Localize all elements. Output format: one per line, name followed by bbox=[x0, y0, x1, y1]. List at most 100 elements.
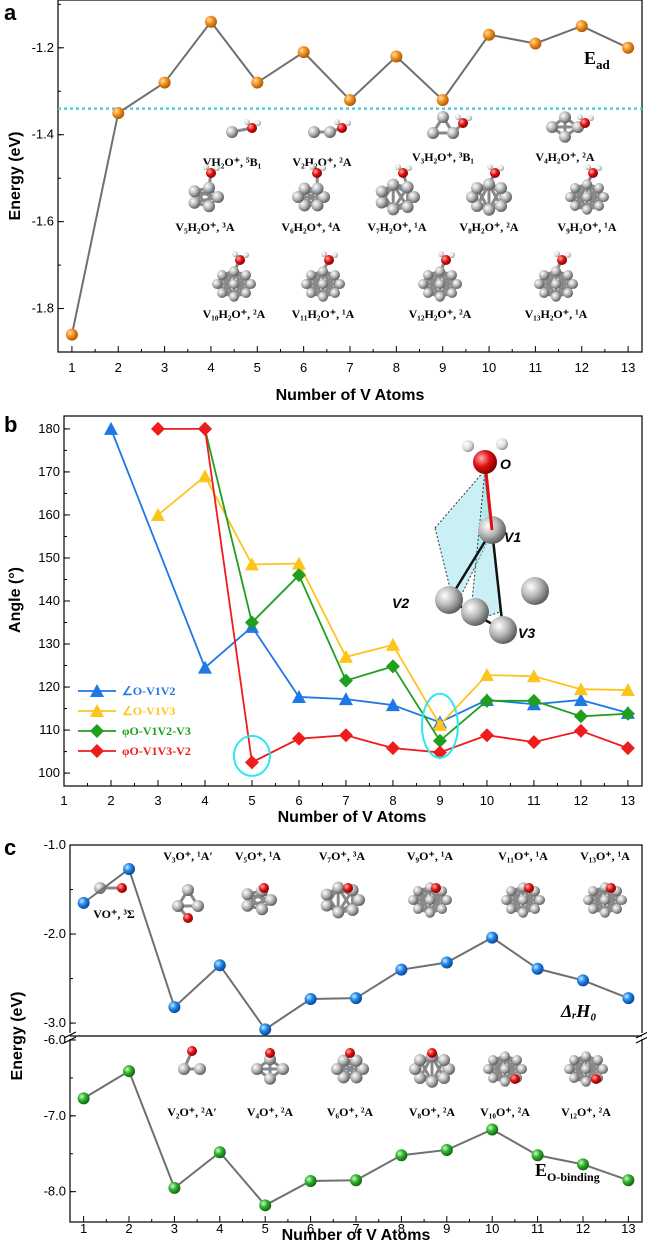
atom bbox=[241, 269, 252, 280]
atom bbox=[447, 269, 458, 280]
x-tick-label: 3 bbox=[161, 360, 168, 375]
atom bbox=[565, 192, 575, 202]
x-tick-label: 5 bbox=[254, 360, 261, 375]
atom bbox=[568, 279, 578, 289]
atom bbox=[229, 266, 239, 277]
highlight-circle bbox=[420, 692, 459, 759]
structure-label: VO⁺, ³Σ bbox=[93, 907, 135, 921]
o-binding-point bbox=[440, 1143, 453, 1156]
series-point bbox=[338, 728, 353, 743]
atom bbox=[588, 168, 598, 178]
structure-label: VH₂O⁺, ⁵B₁ bbox=[203, 155, 262, 169]
ead-point bbox=[65, 328, 78, 341]
atom bbox=[496, 438, 508, 450]
atom bbox=[332, 906, 345, 919]
atom bbox=[318, 291, 328, 302]
molecule-structure bbox=[501, 882, 545, 918]
atom bbox=[353, 894, 365, 906]
annotation-ob: EO-binding bbox=[535, 1160, 600, 1184]
molecule-structure bbox=[292, 164, 330, 212]
molecule-structure bbox=[172, 884, 204, 923]
x-tick-label: 4 bbox=[207, 360, 214, 375]
atom bbox=[591, 1074, 601, 1084]
reaction-enthalpy-point bbox=[486, 931, 499, 944]
atom bbox=[182, 884, 194, 896]
x-tick-label: 13 bbox=[621, 360, 635, 375]
atom bbox=[422, 269, 433, 280]
atom bbox=[461, 598, 489, 626]
atom bbox=[510, 1074, 520, 1084]
reaction-enthalpy-point bbox=[213, 959, 226, 972]
atom bbox=[214, 165, 220, 171]
atom bbox=[357, 1063, 369, 1075]
atom bbox=[427, 127, 439, 139]
x-tick-label: 2 bbox=[107, 793, 114, 808]
structure-label: V₂O⁺, ²A′ bbox=[167, 1105, 217, 1119]
atom bbox=[569, 201, 580, 212]
structure-label: V₄O⁺, ²A bbox=[247, 1105, 294, 1119]
series-point bbox=[385, 659, 400, 674]
annotation-ead: Ead bbox=[584, 48, 611, 72]
atom bbox=[426, 1075, 438, 1088]
atom bbox=[470, 200, 483, 213]
atom bbox=[265, 894, 277, 906]
x-tick-label: 6 bbox=[300, 360, 307, 375]
atom bbox=[188, 185, 201, 198]
atom bbox=[301, 279, 311, 289]
series-point bbox=[573, 709, 588, 724]
atom bbox=[409, 1063, 421, 1075]
atom bbox=[203, 181, 216, 194]
atom bbox=[264, 1072, 276, 1085]
atom bbox=[337, 123, 347, 133]
structure-label: V₉O⁺, ¹A bbox=[407, 849, 454, 863]
atom bbox=[387, 178, 400, 191]
atom bbox=[581, 1064, 591, 1074]
reaction-enthalpy-point bbox=[350, 992, 362, 1005]
x-tick-label: 4 bbox=[216, 1221, 223, 1236]
series-o-binding bbox=[77, 1065, 635, 1212]
molecule-structures-a: VH₂O⁺, ⁵B₁ V₂H₂O⁺, ²A V₃H₂O⁺, ³B₁ V₄H₂O⁺, ²… bbox=[175, 111, 617, 321]
break-mark bbox=[63, 1031, 77, 1039]
atom bbox=[551, 279, 561, 289]
atom bbox=[422, 288, 433, 299]
o-binding-point bbox=[304, 1175, 317, 1188]
atom bbox=[534, 279, 544, 289]
y-tick-label: 110 bbox=[39, 722, 60, 737]
atom bbox=[452, 279, 462, 289]
x-tick-label: 6 bbox=[295, 793, 302, 808]
atom bbox=[435, 266, 445, 277]
legend-label: φO-V1V3-V2 bbox=[122, 744, 191, 758]
y-tick-label: -1.0 bbox=[44, 837, 66, 852]
annotation-ead-main: E bbox=[584, 48, 596, 68]
series-reaction-enthalpy bbox=[77, 863, 635, 1036]
atom bbox=[559, 111, 571, 124]
x-tick-label: 1 bbox=[80, 1221, 87, 1236]
series-point bbox=[338, 649, 353, 663]
x-tick-label: 7 bbox=[352, 1221, 359, 1236]
atom bbox=[212, 191, 224, 203]
atom bbox=[568, 1054, 579, 1065]
atom bbox=[425, 895, 435, 905]
atom bbox=[311, 182, 324, 195]
atom bbox=[455, 114, 461, 120]
atom bbox=[563, 269, 574, 280]
y-tick-label: 100 bbox=[38, 765, 60, 780]
x-tick-label: 2 bbox=[115, 360, 122, 375]
atom bbox=[255, 120, 261, 126]
x-tick-label: 3 bbox=[171, 1221, 178, 1236]
reaction-enthalpy-point bbox=[576, 974, 589, 987]
energy-series-c bbox=[77, 863, 635, 1212]
series-point bbox=[338, 673, 353, 688]
atom bbox=[292, 191, 304, 203]
atom bbox=[487, 1054, 498, 1065]
ead-point bbox=[297, 46, 310, 59]
o-binding-point bbox=[350, 1174, 362, 1187]
atom bbox=[337, 1054, 350, 1067]
x-tick-label: 10 bbox=[480, 793, 494, 808]
atom bbox=[183, 913, 193, 923]
atom bbox=[600, 895, 610, 905]
atom bbox=[588, 115, 594, 121]
atom bbox=[546, 121, 558, 133]
atom bbox=[398, 168, 408, 178]
molecule-structure bbox=[251, 1048, 289, 1085]
